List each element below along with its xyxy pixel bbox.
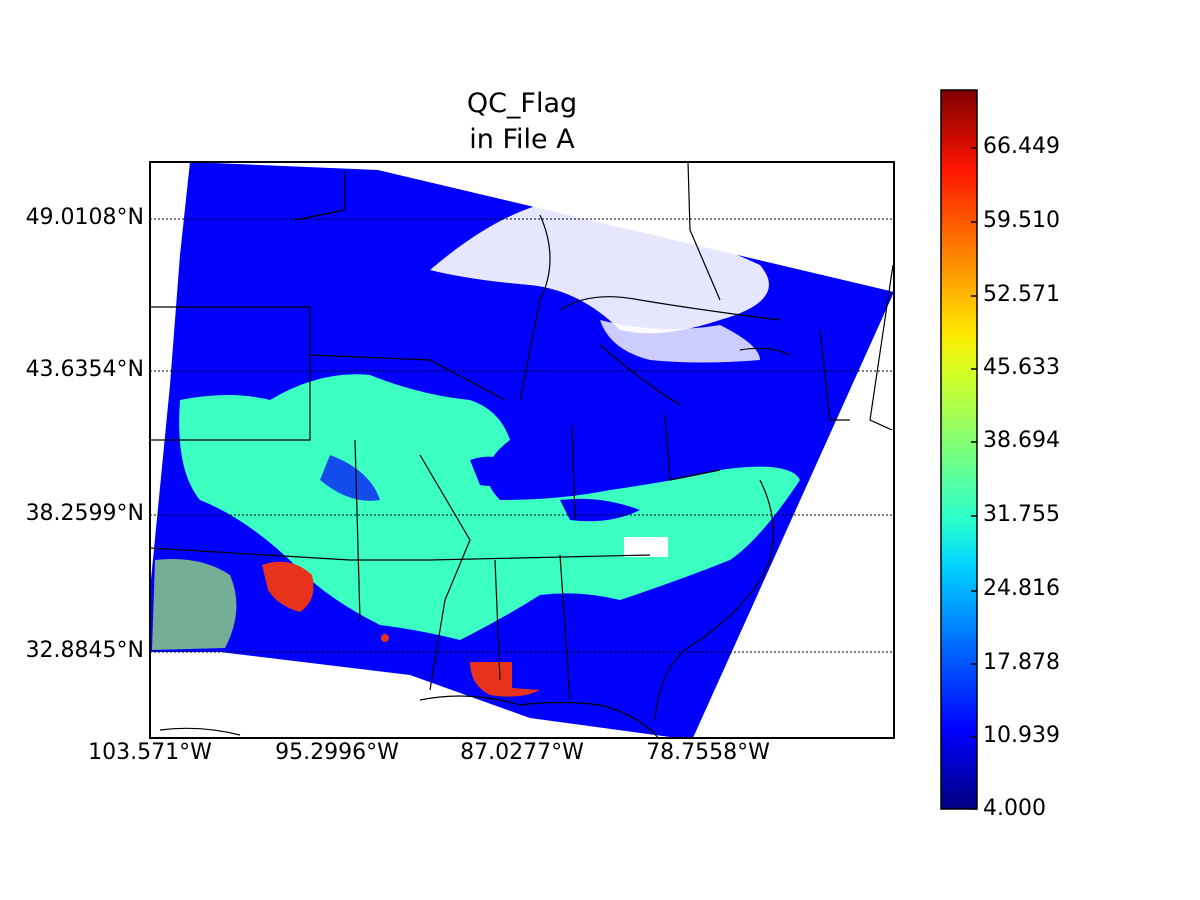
colorbar-tick-label: 31.755 <box>983 502 1060 527</box>
colorbar-ticks <box>971 147 977 810</box>
x-tick-label: 78.7558°W <box>646 740 770 765</box>
chart-title-line-1: QC_Flag <box>466 88 578 119</box>
y-tick-label: 49.0108°N <box>25 205 144 230</box>
colorbar-tick-label: 66.449 <box>983 134 1060 159</box>
plot-frame <box>149 161 895 739</box>
no-data-north <box>430 200 769 334</box>
colorbar-tick-label: 4.000 <box>983 796 1046 821</box>
y-tick-label: 38.2599°N <box>25 501 144 526</box>
colorbar-tick-label: 38.694 <box>983 428 1060 453</box>
colorbar-tick-label: 45.633 <box>983 355 1060 380</box>
y-tick-label: 43.6354°N <box>25 357 144 382</box>
mid-band-west <box>152 559 237 650</box>
x-tick-label: 87.0277°W <box>460 740 584 765</box>
no-data-northeast <box>600 320 760 363</box>
high-value-patch-texas <box>262 561 314 612</box>
chart-title-line-2: in File A <box>469 124 575 155</box>
colorbar-tick-label: 52.571 <box>983 282 1060 307</box>
colorbar-tick-label: 10.939 <box>983 723 1060 748</box>
mid-band-region <box>179 374 800 640</box>
colorbar-tick-label: 59.510 <box>983 208 1060 233</box>
colorbar-tick-label: 17.878 <box>983 650 1060 675</box>
high-value-patch-louisiana <box>470 662 540 697</box>
boundary-lines <box>150 162 894 738</box>
map-data-layer <box>150 162 894 738</box>
x-tick-label: 103.571°W <box>88 740 212 765</box>
colorbar <box>940 89 978 810</box>
x-tick-label: 95.2996°W <box>275 740 399 765</box>
colorbar-tick-label: 24.816 <box>983 576 1060 601</box>
y-tick-label: 32.8845°N <box>25 638 144 663</box>
